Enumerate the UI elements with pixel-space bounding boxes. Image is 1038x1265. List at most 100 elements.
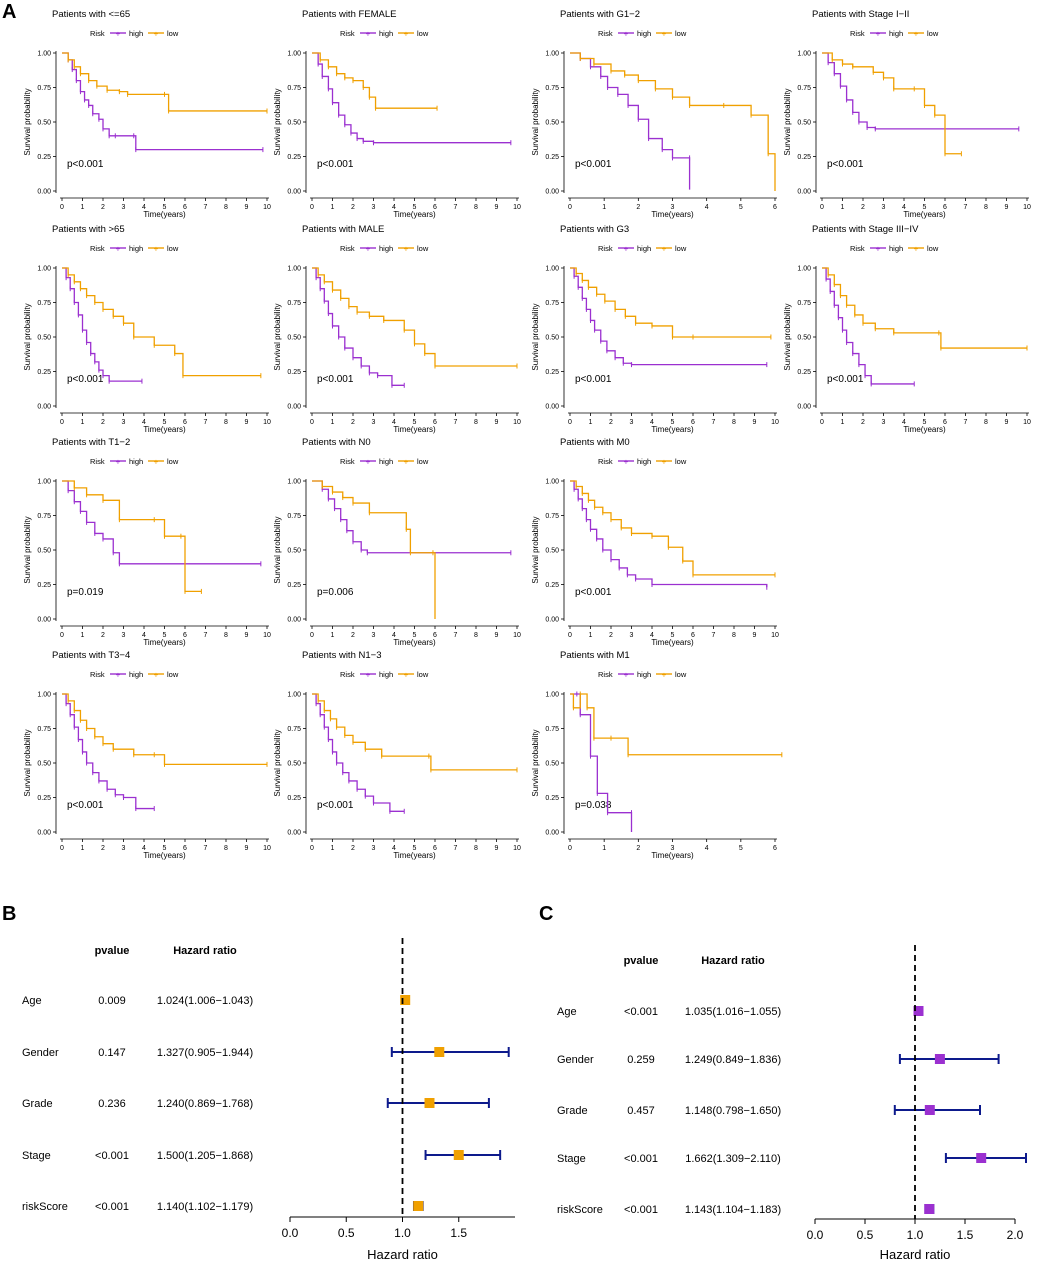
forest-plot-b: pvalue Hazard ratio Age 0.009 1.024(1.006−1.… (22, 938, 515, 1262)
km-curve-low (312, 267, 517, 367)
forest-row-hr-text: 1.035(1.016−1.055) (685, 1006, 781, 1018)
km-x-tick-label: 4 (650, 632, 654, 639)
forest-plot-c: pvalue Hazard ratio Age <0.001 1.035(1.016−1… (557, 945, 1027, 1262)
km-x-tick-label: 5 (163, 419, 167, 426)
km-legend-title: Risk (598, 29, 613, 38)
km-legend-low-cross: + (404, 30, 409, 39)
km-x-tick-label: 0 (310, 419, 314, 426)
km-panel-a9: Patients with T1−2 Risk + high + low 0.00 0.25 0… (23, 437, 271, 647)
km-title: Patients with M1 (560, 650, 630, 661)
km-legend-high-label: high (637, 457, 651, 466)
km-pvalue: p=0.019 (67, 587, 104, 598)
km-x-tick-label: 10 (513, 204, 521, 211)
km-legend-low-label: low (927, 244, 939, 253)
km-x-tick-label: 7 (204, 845, 208, 852)
km-x-tick-label: 9 (495, 419, 499, 426)
km-legend-low-label: low (417, 244, 429, 253)
km-legend-high-cross: + (366, 30, 371, 39)
forest-hr-box (453, 1150, 464, 1160)
km-y-tick-label: 0.50 (287, 548, 301, 555)
km-curve-low (62, 480, 202, 593)
km-x-tick-label: 8 (732, 632, 736, 639)
forest-hr-box (924, 1204, 935, 1214)
km-legend-high-cross: + (116, 671, 121, 680)
km-y-tick-label: 1.00 (37, 51, 51, 58)
km-y-tick-label: 0.50 (797, 335, 811, 342)
km-ylabel: Survival probability (273, 516, 282, 583)
km-y-tick-label: 0.50 (37, 335, 51, 342)
km-y-tick-label: 0.50 (545, 120, 559, 127)
km-ylabel: Survival probability (531, 303, 540, 370)
km-y-tick-label: 0.50 (37, 761, 51, 768)
km-curve-high (312, 267, 405, 386)
km-x-tick-label: 3 (122, 204, 126, 211)
km-curve-high (570, 267, 767, 366)
km-y-tick-label: 0.25 (37, 369, 51, 376)
km-x-tick-label: 10 (513, 632, 521, 639)
km-y-tick-label: 0.75 (287, 513, 301, 520)
km-legend-high-label: high (637, 29, 651, 38)
km-x-tick-label: 0 (60, 632, 64, 639)
km-x-tick-label: 4 (392, 632, 396, 639)
km-panel-a8: Patients with Stage III−IV Risk + high + low 0… (783, 224, 1031, 434)
km-legend-title: Risk (90, 244, 105, 253)
km-legend-high-label: high (129, 29, 143, 38)
km-x-tick-label: 8 (984, 204, 988, 211)
km-x-tick-label: 1 (331, 845, 335, 852)
forest-row-pvalue: 0.259 (627, 1054, 655, 1066)
km-y-tick-label: 0.75 (545, 300, 559, 307)
km-x-tick-label: 9 (495, 632, 499, 639)
km-y-tick-label: 1.00 (287, 692, 301, 699)
km-legend-low-label: low (927, 29, 939, 38)
km-legend-low-cross: + (154, 245, 159, 254)
km-x-tick-label: 3 (372, 204, 376, 211)
km-y-tick-label: 0.00 (37, 830, 51, 837)
km-y-tick-label: 0.00 (37, 617, 51, 624)
km-panel-a6: Patients with MALE Risk + high + low 0.00 0.25 0… (273, 224, 521, 434)
km-legend-title: Risk (90, 29, 105, 38)
km-x-tick-label: 7 (712, 632, 716, 639)
km-title: Patients with N0 (302, 437, 371, 448)
forest-row-label: Age (22, 995, 42, 1007)
forest-row-label: riskScore (557, 1204, 603, 1216)
km-x-tick-label: 10 (1023, 419, 1031, 426)
km-x-tick-label: 4 (142, 419, 146, 426)
km-legend-low-label: low (675, 457, 687, 466)
km-ylabel: Survival probability (531, 729, 540, 796)
km-x-tick-label: 5 (413, 419, 417, 426)
km-curve-low (312, 693, 517, 771)
km-x-tick-label: 4 (705, 204, 709, 211)
km-x-tick-label: 0 (60, 845, 64, 852)
km-y-tick-label: 0.75 (287, 300, 301, 307)
km-x-tick-label: 9 (245, 204, 249, 211)
km-curve-high (62, 480, 261, 565)
km-y-tick-label: 0.75 (37, 85, 51, 92)
km-pvalue: p<0.001 (317, 800, 354, 811)
km-ylabel: Survival probability (23, 88, 32, 155)
km-y-tick-label: 1.00 (37, 479, 51, 486)
km-x-tick-label: 5 (671, 632, 675, 639)
km-legend-high-label: high (889, 29, 903, 38)
km-y-tick-label: 0.75 (287, 85, 301, 92)
km-x-tick-label: 9 (753, 632, 757, 639)
km-x-tick-label: 0 (568, 632, 572, 639)
km-x-tick-label: 4 (705, 845, 709, 852)
km-panel-a13: Patients with N1−3 Risk + high + low 0.00 0.25 0… (273, 650, 521, 860)
km-x-tick-label: 5 (163, 632, 167, 639)
forest-row-label: Stage (557, 1153, 586, 1165)
km-x-tick-label: 9 (245, 632, 249, 639)
km-y-tick-label: 0.75 (37, 300, 51, 307)
km-y-tick-label: 1.00 (545, 692, 559, 699)
forest-row-label: Stage (22, 1150, 51, 1162)
km-x-tick-label: 2 (101, 419, 105, 426)
km-panel-a10: Patients with N0 Risk + high + low 0.00 0.25 0.5… (273, 437, 521, 647)
forest-row-pvalue: <0.001 (624, 1204, 658, 1216)
km-x-tick-label: 2 (101, 204, 105, 211)
forest-hr-box (924, 1105, 935, 1115)
km-pvalue: p<0.001 (575, 374, 612, 385)
km-x-tick-label: 8 (224, 632, 228, 639)
km-y-tick-label: 0.25 (545, 369, 559, 376)
km-legend-high-cross: + (116, 30, 121, 39)
km-x-tick-label: 5 (413, 204, 417, 211)
forest-row-label: Age (557, 1006, 577, 1018)
